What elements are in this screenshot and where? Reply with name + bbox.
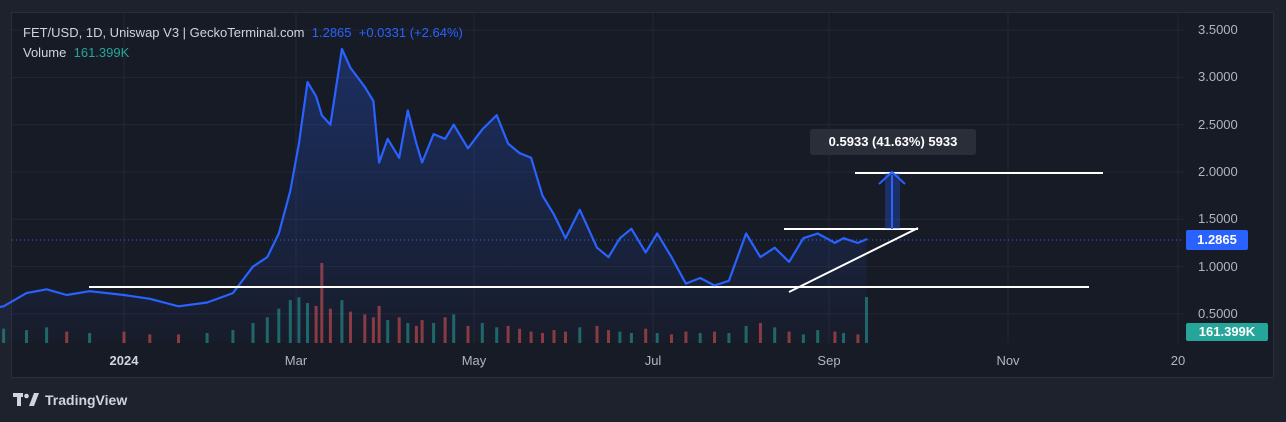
price-point	[340, 48, 343, 50]
time-tick-label: Sep	[817, 353, 841, 368]
price-point	[630, 227, 633, 230]
price-point	[495, 114, 498, 117]
price-point	[65, 294, 68, 296]
measure-arrow-head	[878, 170, 906, 185]
price-tick-label: 3.5000	[1198, 22, 1238, 38]
price-point	[530, 156, 533, 159]
price-point	[297, 142, 300, 145]
time-tick-label: Mar	[284, 353, 308, 368]
price-point	[421, 161, 424, 164]
price-point	[25, 292, 28, 295]
price-point	[670, 256, 673, 259]
price-point	[45, 288, 48, 291]
price-point	[713, 284, 716, 287]
price-area-fill	[0, 49, 867, 343]
time-tick-label: Jul	[644, 353, 662, 368]
price-point	[481, 128, 484, 131]
price-point	[406, 109, 409, 112]
price-point	[745, 232, 748, 235]
price-point	[727, 279, 730, 282]
volume-axis-label: 161.399K	[1186, 323, 1268, 341]
price-point	[865, 238, 868, 241]
price-point	[644, 251, 647, 254]
price-point	[177, 305, 180, 308]
price-point	[444, 137, 447, 140]
last-price-axis-label: 1.2865	[1186, 230, 1248, 250]
time-tick-label: 20	[1170, 353, 1186, 368]
price-point	[699, 277, 702, 279]
price-point	[788, 260, 791, 263]
time-tick-label: 2024	[109, 353, 139, 368]
price-tick-label: 1.0000	[1198, 258, 1238, 274]
tradingview-branding[interactable]: TradingView	[13, 392, 127, 408]
price-point	[88, 290, 91, 293]
price-point	[252, 265, 254, 268]
volume-title: Volume	[23, 45, 67, 60]
price-point	[684, 282, 687, 285]
price-point	[564, 237, 567, 240]
price-point	[123, 294, 125, 296]
time-tick-label: May	[461, 353, 487, 368]
tradingview-logo-icon	[13, 393, 39, 406]
price-point	[833, 241, 836, 244]
price-points	[2, 48, 868, 308]
tradingview-wordmark: TradingView	[45, 392, 128, 408]
price-point	[206, 301, 209, 304]
price-point	[452, 123, 455, 126]
price-point	[415, 142, 418, 145]
price-point	[148, 297, 151, 300]
price-point	[378, 161, 381, 164]
price-point	[518, 152, 521, 155]
price-tick-label: 0.5000	[1198, 305, 1238, 321]
price-point	[231, 292, 234, 295]
price-tick-label: 2.0000	[1198, 164, 1238, 179]
price-point	[802, 237, 805, 240]
price-point	[842, 237, 845, 240]
price-point	[432, 133, 435, 136]
chart-legend-symbol: FET/USD, 1D, Uniswap V3 | GeckoTerminal.…	[23, 25, 463, 40]
price-point	[553, 213, 555, 216]
price-point	[372, 100, 375, 103]
price-point	[656, 232, 659, 235]
price-point	[773, 246, 776, 249]
chart-legend-volume: Volume 161.399K	[23, 45, 129, 60]
price-point	[329, 123, 332, 126]
volume-value: 161.399K	[73, 45, 130, 60]
price-point	[816, 232, 819, 235]
price-point	[2, 305, 5, 308]
price-tick-label: 2.5000	[1198, 116, 1238, 132]
price-point	[578, 208, 581, 211]
price-tick-label: 1.5000	[1198, 211, 1238, 227]
price-point	[306, 81, 309, 84]
price-point	[541, 194, 544, 197]
price-point	[266, 256, 269, 259]
price-point	[349, 66, 352, 69]
price-point	[856, 241, 859, 244]
price-point	[315, 95, 318, 98]
price-point	[277, 232, 280, 235]
measure-tooltip: 0.5933 (41.63%) 5933	[810, 129, 976, 155]
price-point	[596, 246, 598, 249]
price-point	[467, 147, 469, 150]
price-point	[618, 237, 621, 240]
price-point	[320, 114, 323, 117]
price-point	[289, 189, 292, 192]
price-point	[386, 137, 389, 140]
price-tick-label: 3.0000	[1198, 69, 1238, 85]
price-point	[759, 256, 762, 259]
price-point	[398, 156, 401, 159]
price-point	[363, 85, 366, 88]
price-point	[607, 256, 610, 259]
symbol-info: FET/USD, 1D, Uniswap V3 | GeckoTerminal.…	[23, 25, 305, 40]
price-change: +0.0331 (+2.64%)	[358, 25, 463, 40]
ascending-trendline	[788, 227, 919, 293]
price-point	[507, 142, 510, 145]
time-tick-label: Nov	[996, 353, 1020, 368]
last-price: 1.2865	[311, 25, 352, 40]
